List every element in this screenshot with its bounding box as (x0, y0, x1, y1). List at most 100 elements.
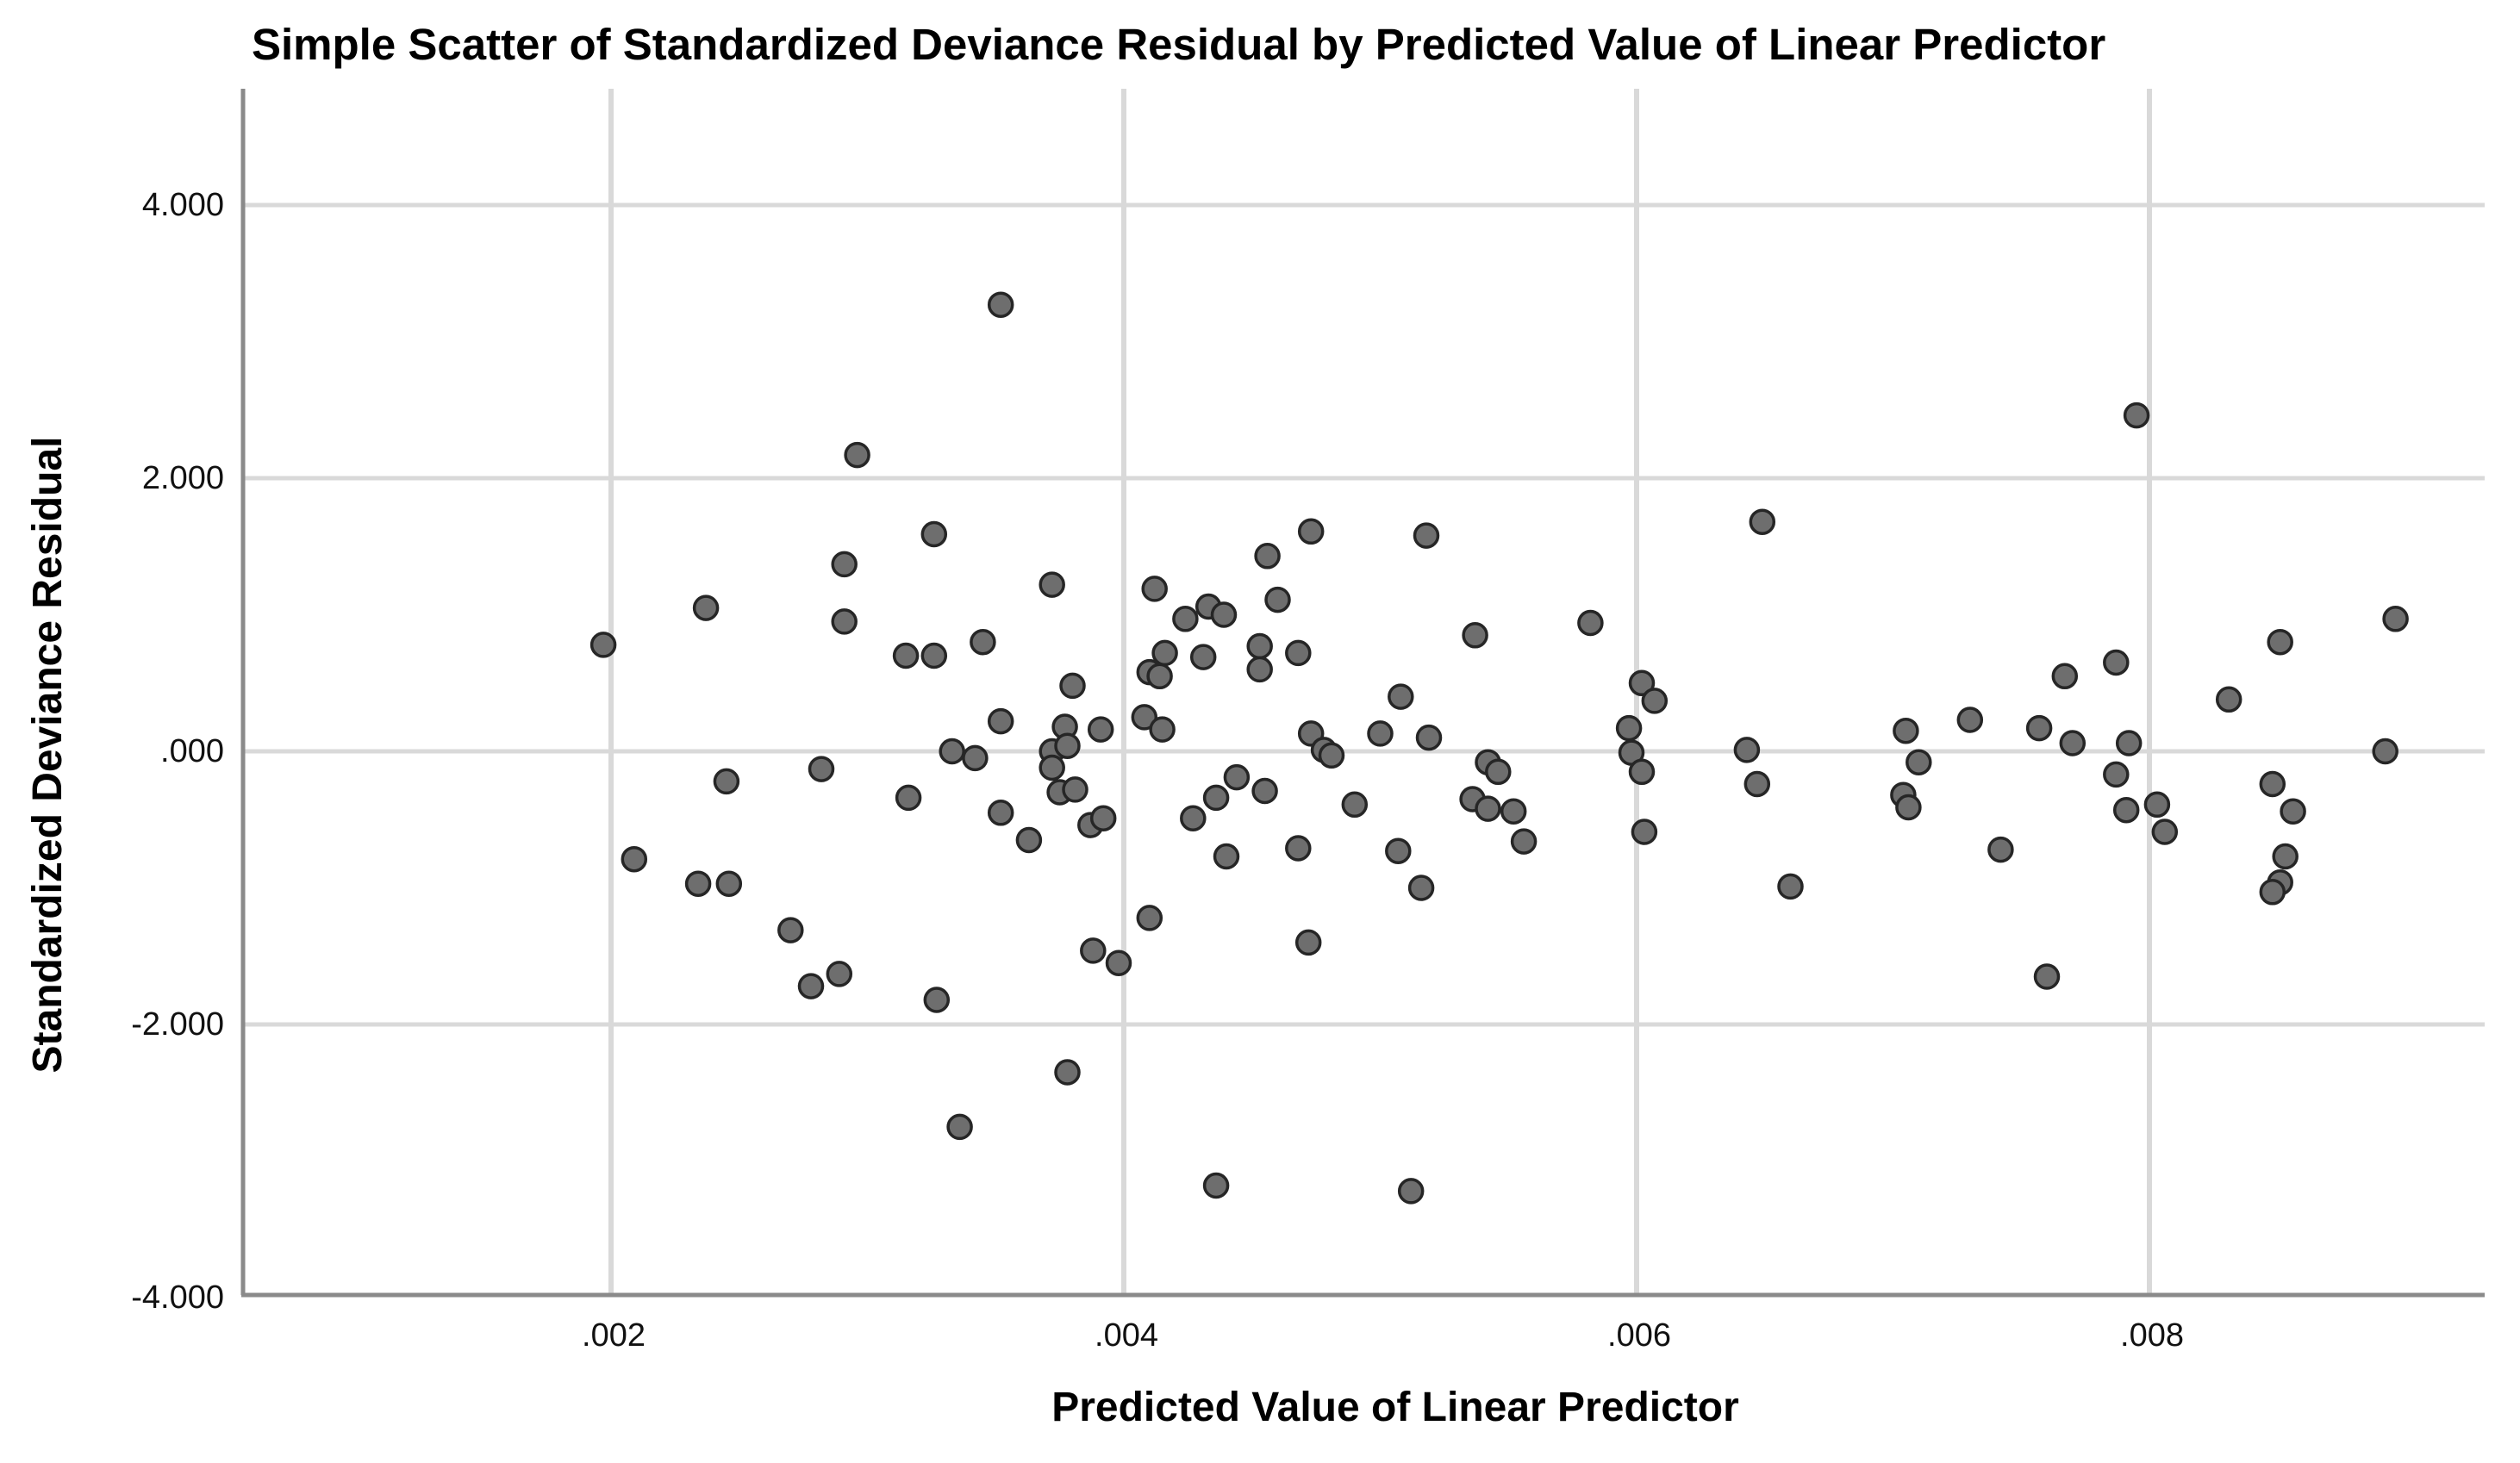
scatter-point (1628, 669, 1656, 697)
scatter-point (920, 520, 948, 548)
scatter-point (1264, 586, 1291, 613)
scatter-point (1223, 763, 1251, 791)
scatter-point (1087, 716, 1114, 743)
scatter-point (2151, 819, 2179, 845)
scatter-point (987, 707, 1014, 735)
scatter-point (946, 1113, 973, 1141)
chart-title: Simple Scatter of Standardized Deviance … (252, 20, 2106, 69)
scatter-point (1318, 742, 1345, 769)
scatter-point (1297, 518, 1325, 545)
scatter-point (920, 642, 948, 669)
scatter-point (2259, 879, 2286, 906)
scatter-point (1641, 688, 1669, 714)
scatter-point (1189, 644, 1217, 670)
scatter-point (1485, 758, 1512, 786)
scatter-point (1039, 571, 1065, 598)
scatter-point (1388, 683, 1414, 710)
scatter-point (1415, 724, 1443, 751)
scatter-point (1500, 798, 1527, 825)
scatter-point (1089, 805, 1117, 831)
scatter-point (1251, 777, 1278, 805)
x-tick-label: .002 (582, 1317, 646, 1354)
scatter-point (923, 987, 951, 1013)
scatter-point (1628, 758, 1656, 786)
scatter-point (970, 628, 996, 656)
scatter-point (1141, 576, 1168, 602)
scatter-point (844, 441, 870, 469)
y-tick-label: -4.000 (131, 1279, 224, 1316)
scatter-point (1956, 707, 1984, 733)
scatter-point (1285, 639, 1312, 667)
scatter-point (1577, 609, 1604, 637)
scatter-point (987, 800, 1014, 826)
scatter-point (1475, 795, 1501, 822)
scatter-point (2033, 963, 2061, 990)
scatter-point (2382, 606, 2409, 632)
scatter-point (797, 973, 825, 999)
scatter-point (1213, 843, 1240, 870)
scatter-point (1987, 836, 2014, 863)
scatter-point (1367, 720, 1394, 747)
scatter-point (2215, 686, 2242, 713)
scatter-point (1510, 828, 1538, 855)
scatter-point (1615, 714, 1643, 742)
scatter-point (1733, 737, 1761, 763)
scatter-point (1039, 754, 1065, 781)
scatter-point (1285, 835, 1312, 862)
scatter-point (713, 768, 740, 795)
scatter-point (2051, 663, 2079, 690)
scatter-point (1906, 749, 1932, 775)
scatter-point (2103, 761, 2130, 788)
y-tick-label: .000 (160, 733, 224, 769)
x-tick-label: .004 (1095, 1317, 1158, 1354)
scatter-point (808, 756, 835, 782)
scatter-point (831, 608, 858, 635)
scatter-point (1777, 873, 1804, 900)
scatter-point (2059, 730, 2086, 756)
scatter-point (2025, 714, 2053, 742)
scatter-point (1180, 805, 1207, 831)
scatter-point (2272, 843, 2299, 870)
scatter-point (892, 642, 920, 669)
scatter-point (1743, 770, 1771, 798)
scatter-point (1146, 663, 1173, 690)
y-tick-label: 2.000 (141, 460, 224, 496)
x-axis-title: Predicted Value of Linear Predictor (1051, 1385, 1739, 1430)
scatter-point (939, 738, 965, 765)
scatter-point (1294, 929, 1322, 956)
scatter-point (1080, 937, 1107, 964)
scatter-point (1246, 656, 1273, 683)
x-tick-label: .006 (1607, 1317, 1671, 1354)
scatter-point (692, 595, 720, 621)
scatter-point (1210, 601, 1238, 628)
scatter-point (2259, 770, 2286, 798)
scatter-point (1054, 732, 1081, 759)
y-tick-label: 4.000 (141, 187, 224, 223)
scatter-point (1059, 672, 1086, 700)
scatter-point (962, 744, 989, 772)
scatter-point (2372, 738, 2398, 765)
scatter-point (2112, 796, 2140, 824)
scatter-point (1015, 826, 1043, 854)
scatter-point (1172, 606, 1199, 632)
scatter-point (1631, 819, 1658, 845)
x-tick-label: .008 (2120, 1317, 2184, 1354)
scatter-point (1407, 875, 1435, 901)
scatter-point (895, 784, 922, 812)
scatter-point (1062, 776, 1088, 803)
scatter-point (1397, 1178, 1425, 1205)
scatter-point (2103, 649, 2130, 676)
scatter-point (2280, 798, 2306, 825)
scatter-point (621, 845, 648, 873)
scatter-point (1054, 1059, 1081, 1086)
scatter-point (987, 291, 1014, 318)
scatter-point (1893, 717, 1919, 744)
scatter-point (684, 870, 712, 897)
scatter-point (2115, 730, 2143, 756)
scatter-point (589, 632, 617, 658)
scatter-point (1895, 794, 1922, 821)
scatter-point (715, 870, 743, 897)
scatter-point (1149, 716, 1176, 743)
